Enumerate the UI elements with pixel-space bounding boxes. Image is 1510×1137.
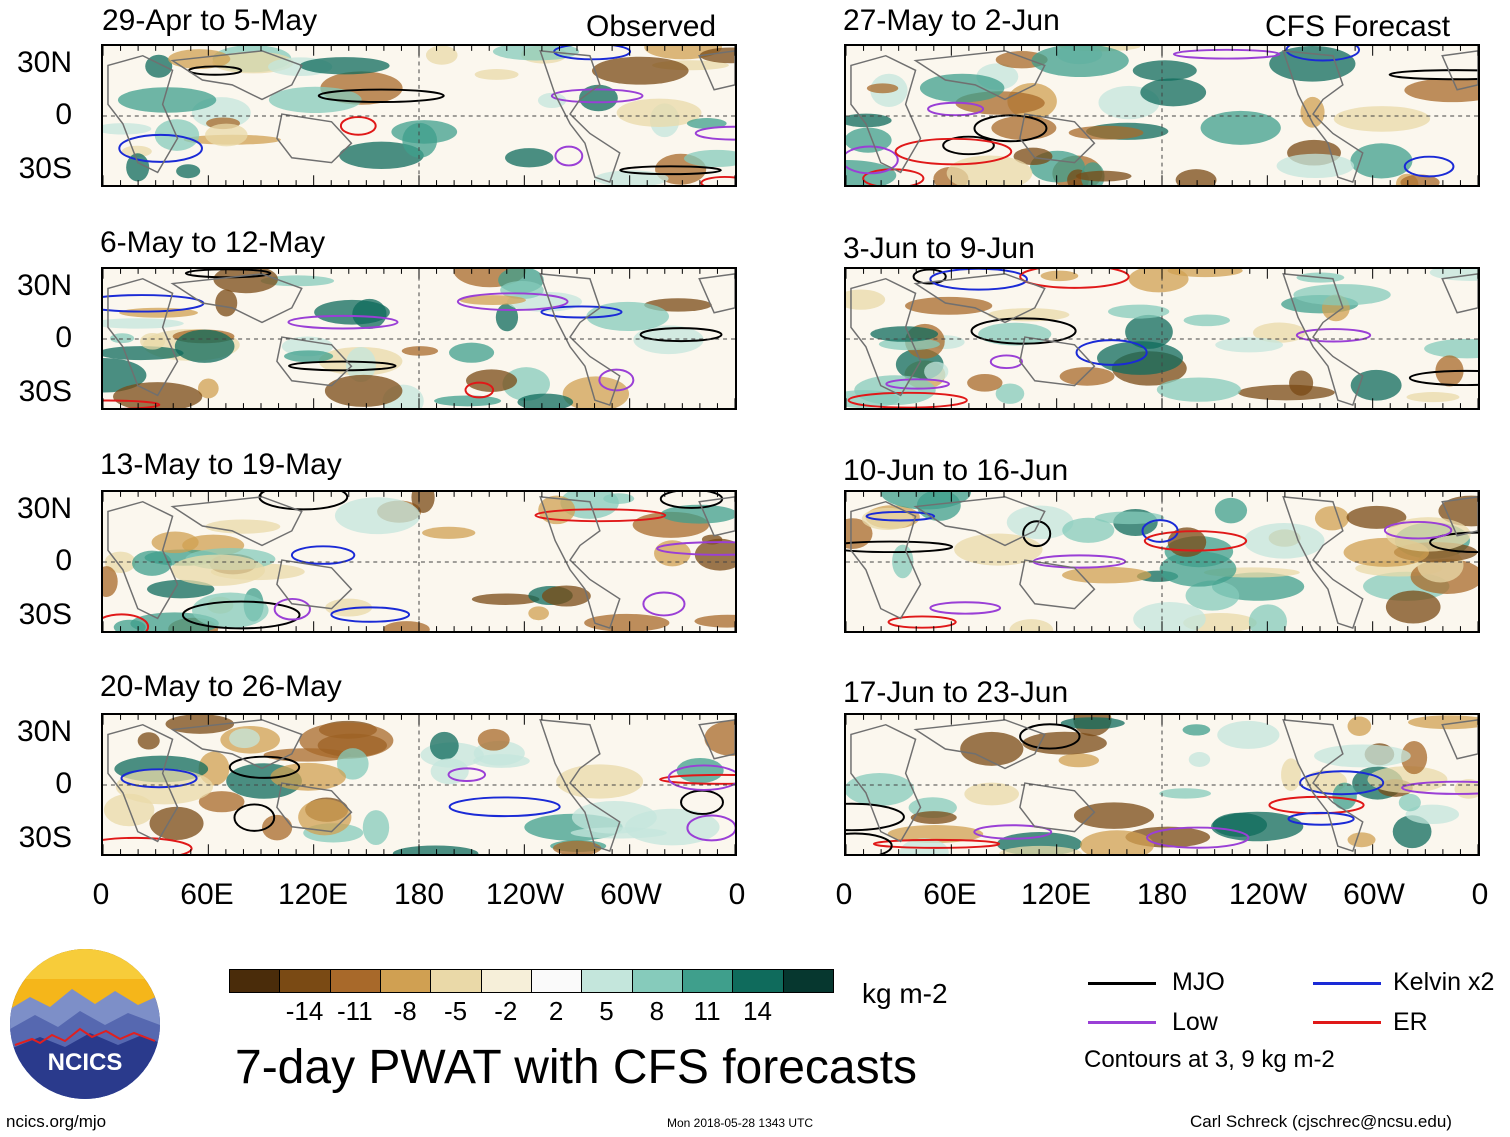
colorbar-label: -11 bbox=[337, 996, 373, 1026]
lat-label: 30N bbox=[16, 46, 72, 79]
colorbar-swatch bbox=[631, 969, 683, 993]
legend-mjo-line bbox=[1088, 982, 1156, 985]
lon-label: 180 bbox=[393, 878, 445, 911]
lat-label: 0 bbox=[55, 544, 72, 577]
lat-label: 0 bbox=[55, 321, 72, 354]
website-link[interactable]: ncics.org/mjo bbox=[6, 1112, 107, 1131]
timestamp: Mon 2018-05-28 1343 UTC bbox=[667, 1116, 814, 1130]
colorbar-label: -14 bbox=[285, 996, 324, 1026]
colorbar-label: -8 bbox=[393, 996, 417, 1026]
lon-label: 120W bbox=[485, 878, 565, 911]
colorbar-swatch bbox=[430, 969, 482, 993]
colorbar-label: 11 bbox=[693, 996, 721, 1026]
colorbar-swatch bbox=[480, 969, 532, 993]
main-title: 7-day PWAT with CFS forecasts bbox=[235, 1041, 917, 1094]
panel-title-fc-4: 17-Jun to 23-Jun bbox=[843, 676, 1069, 709]
map-panel-fc-1 bbox=[844, 44, 1480, 187]
colorbar-swatch bbox=[682, 969, 734, 993]
legend-kelvin-label: Kelvin x2 bbox=[1393, 968, 1495, 996]
colorbar-label: -5 bbox=[443, 996, 468, 1026]
logo-text: NCICS bbox=[48, 1049, 123, 1076]
panel-title-obs-2: 6-May to 12-May bbox=[100, 226, 326, 259]
forecast-label: CFS Forecast bbox=[1265, 10, 1451, 43]
lon-label: 120E bbox=[277, 878, 349, 911]
observed-label: Observed bbox=[586, 10, 717, 43]
map-panel-obs-3 bbox=[101, 490, 737, 633]
lon-label: 60W bbox=[600, 878, 662, 911]
panel-title-fc-2: 3-Jun to 9-Jun bbox=[843, 232, 1035, 265]
lat-label: 0 bbox=[55, 767, 72, 800]
lon-label: 60W bbox=[1343, 878, 1405, 911]
colorbar-label: 8 bbox=[649, 996, 665, 1026]
legend-mjo-label: MJO bbox=[1172, 968, 1225, 996]
legend-er-label: ER bbox=[1393, 1008, 1428, 1036]
lat-label: 0 bbox=[55, 98, 72, 131]
colorbar-swatch bbox=[329, 969, 381, 993]
lat-label: 30N bbox=[16, 269, 72, 302]
lon-label: 120E bbox=[1020, 878, 1092, 911]
colorbar-swatch bbox=[279, 969, 331, 993]
colorbar-label: 2 bbox=[548, 996, 564, 1026]
colorbar-label: 14 bbox=[743, 996, 772, 1026]
author-credit: Carl Schreck (cjschrec@ncsu.edu) bbox=[1190, 1112, 1452, 1131]
lon-label: 60E bbox=[180, 878, 234, 911]
legend-low-line bbox=[1088, 1021, 1156, 1024]
map-panel-obs-4 bbox=[101, 713, 737, 856]
colorbar-label: -2 bbox=[494, 996, 518, 1026]
lon-label: 0 bbox=[728, 878, 746, 911]
panel-title-obs-4: 20-May to 26-May bbox=[100, 670, 342, 703]
ncics-logo: NCICS bbox=[10, 949, 160, 1099]
panel-title-obs-3: 13-May to 19-May bbox=[100, 448, 342, 481]
lat-label: 30N bbox=[16, 492, 72, 525]
panel-title-fc-1: 27-May to 2-Jun bbox=[843, 4, 1060, 37]
panel-title-obs-1: 29-Apr to 5-May bbox=[102, 4, 318, 37]
lat-label: 30S bbox=[18, 598, 72, 631]
lat-label: 30S bbox=[18, 821, 72, 854]
legend-kelvin-line bbox=[1313, 982, 1381, 985]
lat-label: 30S bbox=[18, 375, 72, 408]
map-panel-obs-2 bbox=[101, 267, 737, 410]
colorbar-label: 5 bbox=[599, 996, 614, 1026]
colorbar-units: kg m-2 bbox=[862, 978, 948, 1009]
contours-note: Contours at 3, 9 kg m-2 bbox=[1084, 1046, 1335, 1073]
colorbar-swatch bbox=[229, 969, 281, 993]
lat-label: 30N bbox=[16, 715, 72, 748]
colorbar-swatch bbox=[531, 969, 583, 993]
map-panel-fc-3 bbox=[844, 490, 1480, 633]
colorbar-swatch bbox=[581, 969, 633, 993]
lon-label: 120W bbox=[1228, 878, 1308, 911]
lon-label: 0 bbox=[835, 878, 853, 911]
map-panel-obs-1 bbox=[101, 44, 737, 187]
legend-low-label: Low bbox=[1172, 1008, 1218, 1036]
lat-label: 30S bbox=[18, 152, 72, 185]
panel-title-fc-3: 10-Jun to 16-Jun bbox=[843, 454, 1069, 487]
lon-label: 60E bbox=[923, 878, 977, 911]
legend-er-line bbox=[1313, 1021, 1381, 1024]
map-panel-fc-2 bbox=[844, 267, 1480, 410]
lon-label: 180 bbox=[1136, 878, 1188, 911]
colorbar-swatch bbox=[380, 969, 432, 993]
colorbar-swatch bbox=[782, 969, 834, 993]
colorbar-swatch bbox=[732, 969, 784, 993]
lon-label: 0 bbox=[92, 878, 110, 911]
lon-label: 0 bbox=[1471, 878, 1489, 911]
map-panel-fc-4 bbox=[844, 713, 1480, 856]
